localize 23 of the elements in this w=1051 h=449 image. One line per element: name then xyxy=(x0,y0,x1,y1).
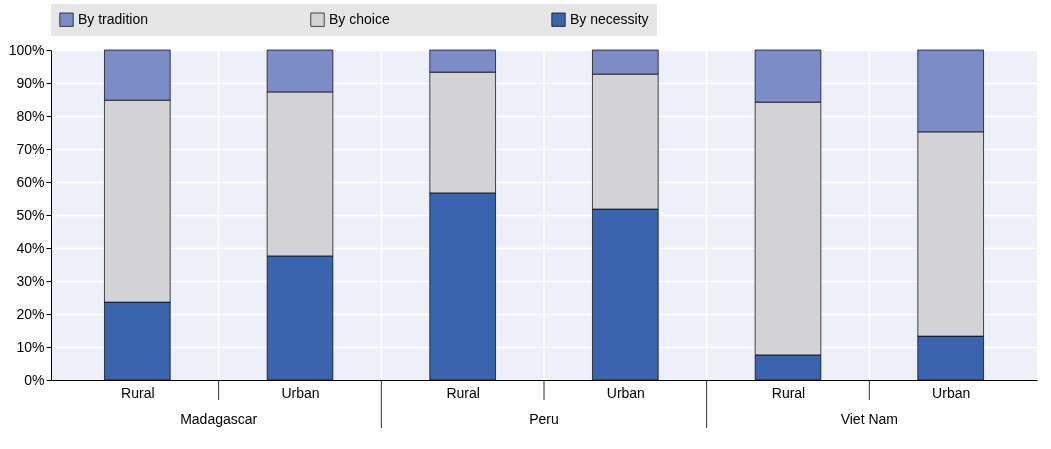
x-tick-label: Urban xyxy=(932,384,971,401)
y-tick-label: 50% xyxy=(16,206,45,223)
y-tick-label: 30% xyxy=(16,272,45,289)
y-tick-label: 80% xyxy=(16,107,45,124)
text: Madagascar xyxy=(180,411,258,427)
x-tick-label: Urban xyxy=(606,384,645,401)
x-tick-label: Urban xyxy=(281,384,320,401)
y-tick-label: 10% xyxy=(16,338,45,355)
x-tick-label: Rural xyxy=(121,384,155,401)
text: Peru xyxy=(529,411,559,427)
y-tick-label: 20% xyxy=(16,305,45,322)
y-tick-label: 100% xyxy=(8,41,45,58)
text: Viet Nam xyxy=(840,411,898,427)
legend-label: By tradition xyxy=(78,10,149,27)
y-tick-label: 40% xyxy=(16,239,45,256)
x-tick-label: Rural xyxy=(446,384,480,401)
x-tick-label: Rural xyxy=(771,384,806,401)
y-tick-label: 90% xyxy=(16,74,45,91)
y-tick-label: 0% xyxy=(24,371,45,388)
y-tick-label: 60% xyxy=(16,173,45,190)
legend-label: By necessity xyxy=(570,10,649,27)
y-tick-label: 70% xyxy=(16,140,45,157)
legend-label: By choice xyxy=(329,10,390,27)
